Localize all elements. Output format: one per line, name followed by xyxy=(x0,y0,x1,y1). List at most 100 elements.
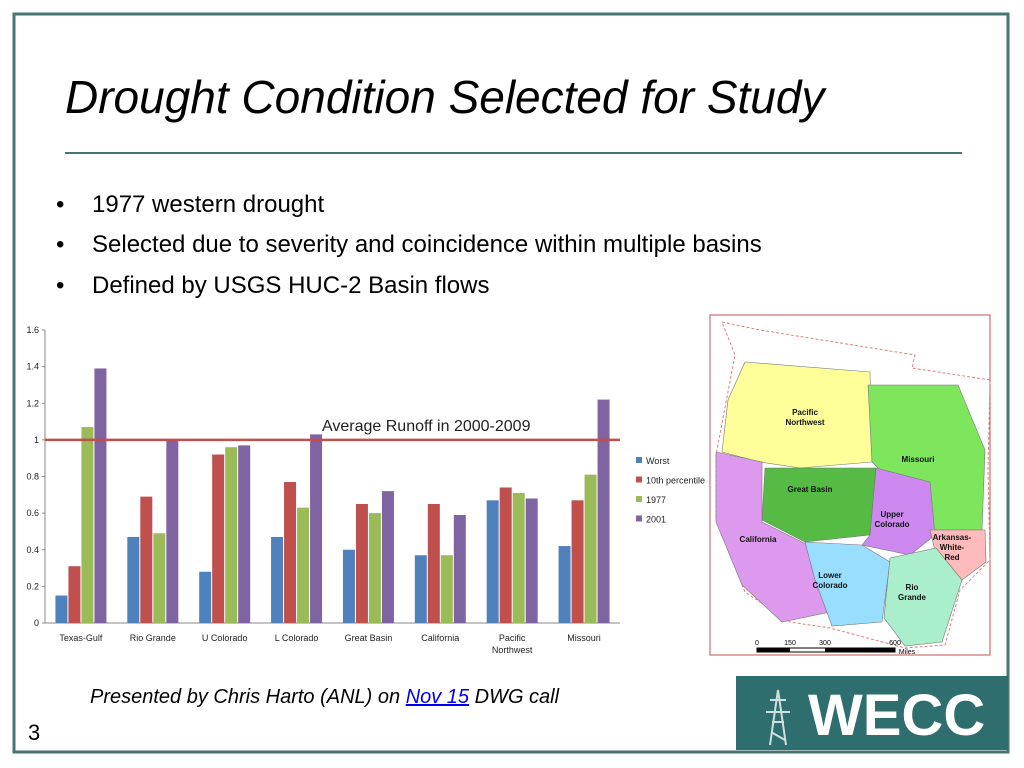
bar xyxy=(153,533,166,623)
map-label: Pacific Northwest xyxy=(785,408,824,427)
bar xyxy=(368,513,381,623)
y-tick-label: 1.2 xyxy=(26,398,39,408)
bar xyxy=(94,368,107,623)
map-label: Upper Colorado xyxy=(874,510,909,529)
y-tick-label: 0.4 xyxy=(26,545,39,555)
bar xyxy=(571,500,584,623)
scale-label: 0 xyxy=(755,640,759,647)
bar xyxy=(355,503,368,623)
map-outline xyxy=(715,321,991,649)
y-tick-label: 0.2 xyxy=(26,581,39,591)
legend-swatch xyxy=(636,515,642,522)
x-tick-label: California xyxy=(421,633,459,643)
footer-text: Presented by Chris Harto (ANL) on xyxy=(90,686,406,708)
bar xyxy=(342,549,355,623)
scale-label: 300 xyxy=(819,640,831,647)
region xyxy=(883,547,963,647)
x-tick-label: Great Basin xyxy=(345,633,393,643)
legend-swatch xyxy=(636,496,642,502)
bar xyxy=(212,454,225,623)
y-tick-label: 0.6 xyxy=(26,508,39,518)
bar xyxy=(68,566,81,623)
legend-label: 10th percentile xyxy=(646,476,705,486)
bar xyxy=(55,595,68,623)
bar xyxy=(499,487,512,623)
bar xyxy=(414,555,427,623)
legend-label: 2001 xyxy=(646,515,666,525)
bar xyxy=(310,434,323,623)
slide-title: Drought Condition Selected for Study xyxy=(65,71,827,123)
bar xyxy=(453,514,466,623)
bar xyxy=(238,445,251,623)
bar xyxy=(427,503,440,623)
footer-note: Presented by Chris Harto (ANL) on Nov 15… xyxy=(90,686,560,708)
legend-label: Worst xyxy=(646,456,670,466)
legend-swatch xyxy=(636,457,642,463)
y-tick-label: 1.6 xyxy=(26,325,39,335)
bar xyxy=(166,439,179,623)
bar xyxy=(381,491,394,623)
scale-bar-segment xyxy=(825,648,895,652)
legend-swatch xyxy=(636,476,642,483)
x-tick-label: Pacific Northwest xyxy=(492,633,533,655)
x-tick-label: Texas-Gulf xyxy=(59,633,103,643)
bar xyxy=(525,498,538,623)
footer-link[interactable]: Nov 15 xyxy=(406,686,470,708)
x-tick-label: L Colorado xyxy=(275,633,319,643)
scale-label: 150 xyxy=(784,640,796,647)
bar xyxy=(284,481,297,623)
logo-tower xyxy=(766,689,790,746)
region xyxy=(761,467,877,543)
map-label: Great Basin xyxy=(788,485,833,494)
bullet: Defined by USGS HUC-2 Basin flows xyxy=(92,272,489,299)
region xyxy=(804,541,891,627)
bullet-list: • 1977 western drought • Selected due to… xyxy=(56,191,762,299)
x-tick-label: Rio Grande xyxy=(130,633,176,643)
bullet: Selected due to severity and coincidence… xyxy=(92,231,762,258)
logo-text: WECC xyxy=(808,683,985,748)
x-tick-label: Missouri xyxy=(567,633,601,643)
map-label: Lower Colorado xyxy=(812,571,847,590)
y-tick-label: 0.8 xyxy=(26,472,39,482)
map-label-line: Colorado xyxy=(874,520,909,529)
map-label-line: Red xyxy=(944,553,959,562)
bar xyxy=(512,492,525,623)
bar xyxy=(297,507,310,623)
bullet: 1977 western drought xyxy=(92,191,324,218)
map-label: Arkansas-White-Red xyxy=(933,533,972,562)
reference-label: Average Runoff in 2000-2009 xyxy=(322,418,531,435)
bar xyxy=(597,399,610,623)
y-tick-label: 0 xyxy=(34,618,39,628)
map-label-line: Pacific xyxy=(792,408,818,417)
map-label-line: Upper xyxy=(880,510,903,519)
map-label-line: Grande xyxy=(898,593,927,602)
bar xyxy=(225,447,238,623)
map-label-line: Rio xyxy=(906,583,919,592)
map-label-line: White- xyxy=(940,543,965,552)
bar xyxy=(140,496,153,623)
scale-bar-segment xyxy=(757,648,790,652)
bullet-dot: • xyxy=(56,272,64,299)
bar xyxy=(584,474,597,623)
map-label-line: Lower xyxy=(818,571,842,580)
bar xyxy=(271,536,284,623)
map-label: Rio Grande xyxy=(898,583,927,602)
map-label-line: Colorado xyxy=(812,581,847,590)
bar xyxy=(199,571,212,623)
map-label: California xyxy=(740,535,777,544)
scale-label: 600 xyxy=(889,640,901,647)
page-number: 3 xyxy=(28,720,40,745)
bar xyxy=(440,555,453,623)
bullet-dot: • xyxy=(56,191,64,218)
bullet-dot: • xyxy=(56,231,64,258)
scale-label: Miles xyxy=(899,649,916,656)
map: Pacific Northwest Missouri Great Basin Ca… xyxy=(709,314,991,656)
y-tick-label: 1 xyxy=(34,435,39,445)
bar xyxy=(486,500,499,623)
map-label: Missouri xyxy=(902,455,935,464)
bar xyxy=(81,427,94,623)
chart: 0 0.2 0.4 0.6 0.8 1 1.2 1.4 1.6 Texas-Gulf Rio Gra… xyxy=(26,325,705,655)
bar xyxy=(558,546,571,623)
